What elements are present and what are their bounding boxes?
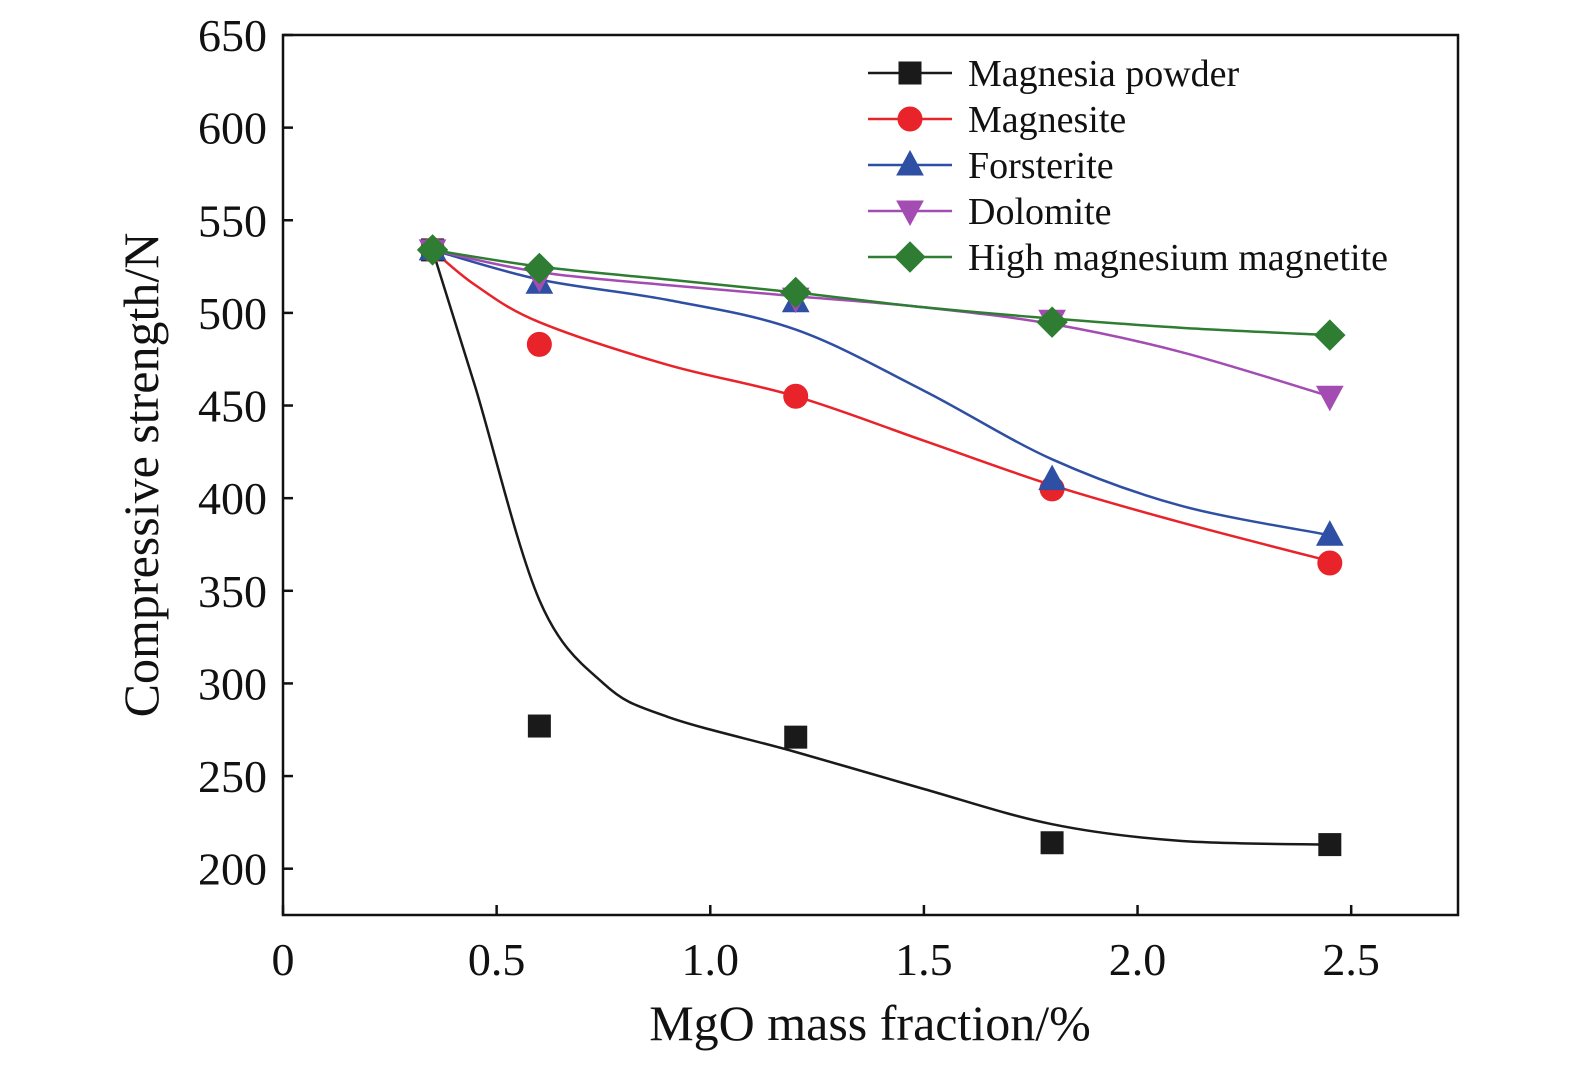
magnesia-powder-point	[1318, 833, 1342, 857]
magnesite-curve	[431, 248, 1331, 563]
legend-label-magnesite: Magnesite	[968, 99, 1126, 141]
forsterite-point	[1038, 464, 1066, 491]
magnesite-point	[1317, 550, 1343, 576]
x-tick-label: 2.0	[1109, 934, 1167, 985]
x-tick-label: 1.0	[682, 934, 740, 985]
y-tick-label: 500	[198, 288, 267, 339]
y-tick-label: 550	[198, 195, 267, 246]
legend-marker-dolomite	[896, 200, 924, 227]
x-axis-title: MgO mass fraction/%	[649, 995, 1091, 1051]
high-magnesium-magnetite-point	[780, 276, 812, 309]
x-axis: 0 0.5 1.0 1.5 2.0 2.5	[272, 905, 1380, 985]
high-magnesium-magnetite-point	[523, 252, 556, 285]
y-tick-label: 300	[198, 658, 267, 709]
legend-marker-high-magnesium-magnetite	[894, 241, 926, 273]
forsterite-curve	[432, 248, 1331, 537]
high-magnesium-magnetite-point	[416, 234, 449, 266]
legend-label-forsterite: Forsterite	[968, 145, 1114, 187]
magnesia-powder-point	[784, 725, 808, 749]
magnesite-point	[526, 331, 552, 357]
x-tick-label: 1.5	[895, 934, 953, 985]
y-tick-label: 650	[198, 10, 267, 61]
high-magnesium-magnetite-curve	[432, 248, 1330, 337]
y-axis-title: Compressive strength/N	[113, 233, 169, 718]
magnesia-powder-curve	[431, 249, 1330, 846]
y-tick-label: 450	[198, 381, 267, 432]
x-tick-label: 2.5	[1322, 934, 1380, 985]
high-magnesium-magnetite-point	[1036, 306, 1068, 338]
x-tick-label: 0.5	[468, 934, 526, 985]
plot-frame	[281, 33, 1460, 917]
y-tick-label: 600	[198, 103, 267, 154]
y-tick-label: 250	[198, 751, 267, 802]
legend-marker-magnesite	[897, 106, 923, 132]
legend-label-magnesia-powder: Magnesia powder	[968, 53, 1240, 95]
dolomite-point	[1315, 385, 1344, 412]
legend-marker-magnesia-powder	[898, 61, 922, 85]
y-tick-label: 200	[198, 844, 267, 895]
magnesia-powder-point	[527, 714, 551, 738]
forsterite-point	[1315, 520, 1344, 546]
magnesia-powder-point	[1040, 831, 1064, 855]
x-tick-label: 0	[272, 934, 295, 985]
y-tick-label: 400	[198, 473, 267, 524]
legend-label-high-magnesium-magnetite: High magnesium magnetite	[968, 237, 1388, 279]
series-markers	[416, 234, 1346, 857]
legend: Magnesia powderMagnesiteForsteriteDolomi…	[868, 53, 1388, 279]
magnesite-point	[783, 383, 809, 409]
high-magnesium-magnetite-point	[1314, 319, 1346, 351]
series-curves	[431, 248, 1331, 846]
y-axis: 200 250 300 350 400 450 500 550 600 650	[198, 10, 293, 895]
y-tick-label: 350	[198, 566, 267, 617]
legend-label-dolomite: Dolomite	[968, 191, 1112, 233]
legend-marker-forsterite	[896, 149, 924, 176]
